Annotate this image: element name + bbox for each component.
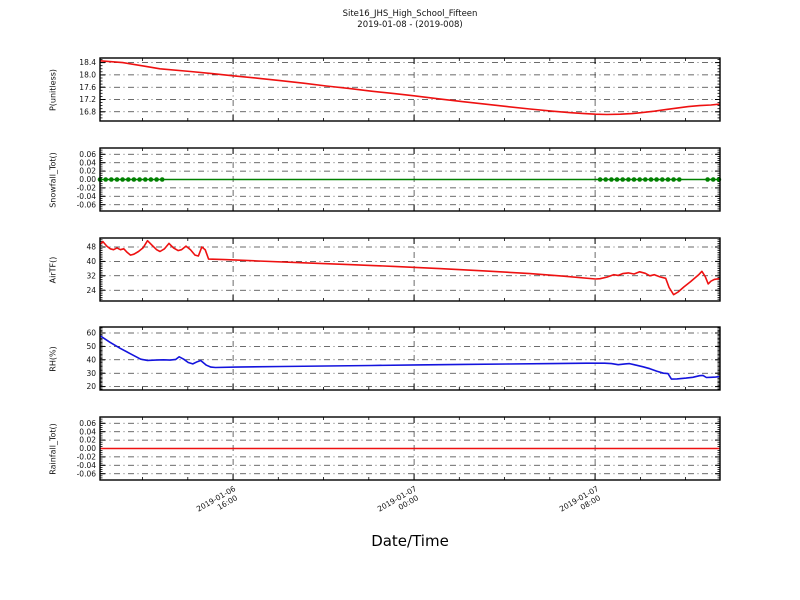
y-tick-label: 16.8 xyxy=(79,107,96,116)
y-tick-label: -0.06 xyxy=(77,200,97,209)
snowfall-marker xyxy=(637,177,642,182)
y-tick-label: 40 xyxy=(86,257,96,266)
snowfall-marker xyxy=(143,177,148,182)
y-tick-label: 50 xyxy=(86,342,96,351)
snowfall-marker xyxy=(159,177,165,182)
y-tick-label: 30 xyxy=(86,369,96,378)
snowfall-marker xyxy=(114,177,120,182)
y-tick-label: 20 xyxy=(86,382,96,391)
snowfall-marker xyxy=(654,177,659,182)
snowfall-marker xyxy=(137,177,142,182)
y-tick-label: 0.02 xyxy=(79,436,96,445)
subplot-rainfall: 0.060.040.020.00-0.02-0.04-0.06 xyxy=(77,416,721,481)
y-tick-label: 48 xyxy=(86,243,96,252)
subplot-frame xyxy=(99,237,721,302)
snowfall-marker xyxy=(120,177,125,182)
y-tick-label: 0.04 xyxy=(79,158,96,167)
snowfall-marker xyxy=(154,177,159,182)
y-tick-label: 17.2 xyxy=(79,95,96,104)
snowfall-marker xyxy=(626,177,631,182)
y-tick-label: 60 xyxy=(86,329,96,338)
title-line1: Site16_JHS_High_School_Fifteen xyxy=(342,9,478,19)
snowfall-marker xyxy=(643,177,648,182)
snowfall-marker xyxy=(609,177,614,182)
subplot-frame xyxy=(99,326,721,391)
chart-title: Site16_JHS_High_School_Fifteen 2019-01-0… xyxy=(100,9,720,31)
snowfall-marker xyxy=(109,177,114,182)
y-tick-label: 0.00 xyxy=(79,175,96,184)
snowfall-marker xyxy=(603,177,608,182)
subplot-snowfall: 0.060.040.020.00-0.02-0.04-0.06 xyxy=(77,147,722,212)
subplot-frame xyxy=(99,57,721,122)
y-axis-label-pressure: P(unitless) xyxy=(48,68,58,111)
title-line2: 2019-01-08 - (2019-008) xyxy=(357,20,463,30)
subplot-frame xyxy=(99,147,721,212)
snowfall-marker xyxy=(597,177,603,182)
air-temp-line xyxy=(99,239,721,296)
snowfall-marker xyxy=(631,177,637,182)
y-tick-label: 24 xyxy=(86,286,96,295)
y-tick-label: 0.06 xyxy=(79,150,96,159)
y-tick-label: 18.4 xyxy=(79,58,96,67)
y-tick-label: 0.02 xyxy=(79,167,96,176)
y-axis-label-rh: RH(%) xyxy=(48,345,58,372)
y-tick-label: -0.02 xyxy=(77,453,97,462)
x-axis-title: Date/Time xyxy=(371,532,449,550)
snowfall-marker xyxy=(148,177,154,182)
subplot-pressure: 18.4 18.0 17.6 17.2 16.8 xyxy=(79,57,721,122)
subplot-air-temp: 48 40 32 24 xyxy=(86,237,721,302)
y-tick-label: 18.0 xyxy=(79,71,96,80)
snowfall-marker xyxy=(671,177,676,182)
snowfall-marker xyxy=(103,177,108,182)
snowfall-marker xyxy=(665,177,671,182)
snowfall-marker xyxy=(677,177,682,182)
y-tick-label: 0.04 xyxy=(79,427,96,436)
y-tick-label: 0.00 xyxy=(79,444,96,453)
y-tick-label: 0.06 xyxy=(79,419,96,428)
snowfall-marker xyxy=(126,177,131,182)
relative-humidity-line xyxy=(99,335,721,380)
subplot-relative-humidity: 60 50 40 30 20 xyxy=(86,326,721,391)
y-tick-label: -0.06 xyxy=(77,469,97,478)
y-axis-label-rainfall: Rainfall_Tot() xyxy=(48,422,58,475)
y-axis-label-snowfall: Snowfall_Tot() xyxy=(48,151,58,208)
y-tick-label: 40 xyxy=(86,355,96,364)
snowfall-marker xyxy=(648,177,654,182)
snowfall-marker xyxy=(614,177,620,182)
subplot-frame xyxy=(99,416,721,481)
pressure-line xyxy=(99,60,721,116)
snowfall-marker xyxy=(620,177,625,182)
y-tick-label: -0.04 xyxy=(77,461,97,470)
y-tick-label: -0.04 xyxy=(77,192,97,201)
y-tick-label: -0.02 xyxy=(77,184,97,193)
snowfall-marker xyxy=(705,177,710,182)
snowfall-marker xyxy=(710,177,716,182)
y-tick-label: 17.6 xyxy=(79,83,96,92)
y-tick-label: 32 xyxy=(86,271,96,280)
snowfall-marker xyxy=(131,177,137,182)
snowfall-marker xyxy=(660,177,665,182)
y-axis-label-air-temp: AirTF() xyxy=(48,256,58,283)
